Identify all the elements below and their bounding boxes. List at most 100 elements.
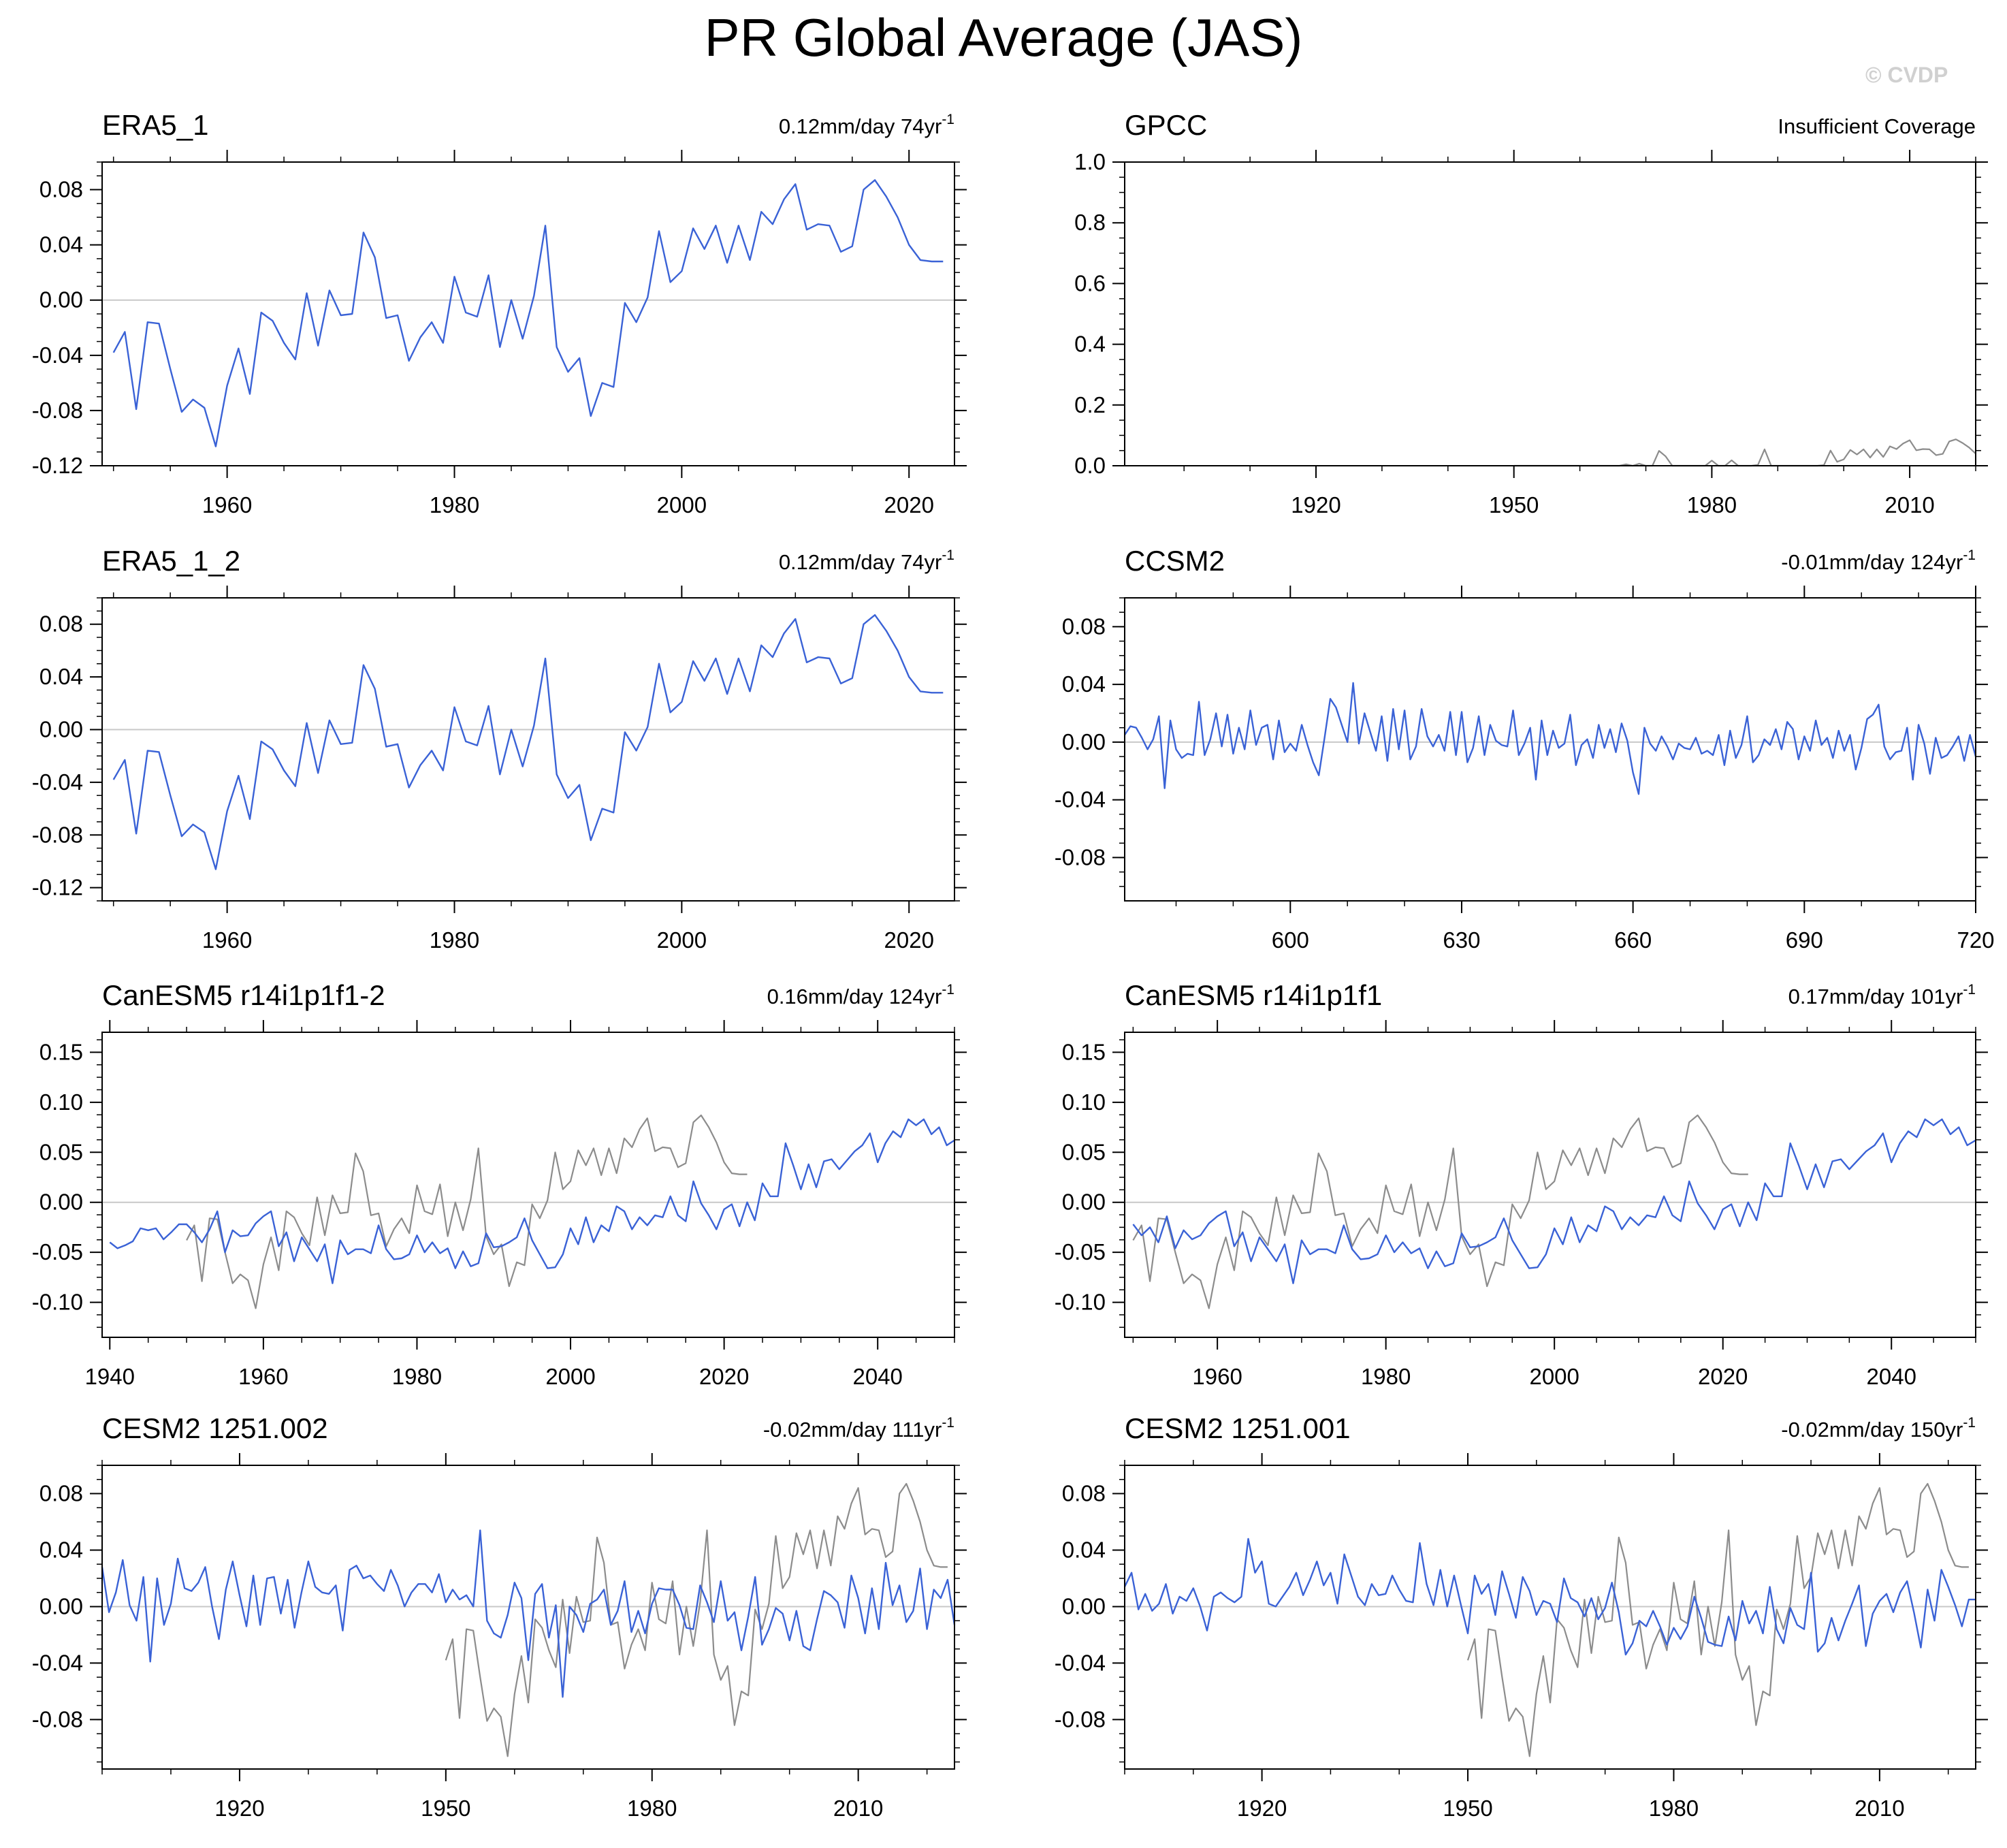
panel-title: ERA5_1_2 [102, 545, 240, 577]
y-tick-label: 0.00 [1062, 1190, 1106, 1215]
x-tick-label: 1920 [1237, 1796, 1287, 1821]
plot-frame [101, 1032, 955, 1338]
y-tick-label: -0.08 [32, 822, 83, 847]
x-tick-label: 1960 [238, 1364, 288, 1389]
x-tick-label: 2010 [1884, 492, 1934, 517]
x-tick-label: 1950 [1489, 492, 1539, 517]
trend-annotation: Insufficient Coverage [1778, 114, 1976, 138]
panel-title: CESM2 1251.001 [1125, 1412, 1351, 1444]
trend-text: -0.02mm/day 111yr [763, 1418, 942, 1441]
trend-annotation: 0.12mm/day 74yr-1 [779, 547, 954, 574]
trend-unit-superscript: -1 [942, 112, 954, 127]
panel-6: CanESM5 r14i1p1f1 0.17mm/day 101yr-1 1960 1… [1055, 979, 1988, 1389]
y-tick-label: 0.08 [39, 1480, 83, 1506]
y-tick-label: 0.10 [39, 1089, 83, 1115]
y-tick-label: 0.0 [1074, 453, 1106, 478]
series-line-era5-1 [1513, 439, 1976, 467]
x-tick-label: 2010 [833, 1796, 883, 1821]
panel-title: CESM2 1251.002 [102, 1412, 328, 1444]
series-line-cesm2-1251-001 [1123, 1538, 1976, 1656]
x-tick-label: 2010 [1855, 1796, 1904, 1821]
trend-unit-superscript: -1 [942, 547, 954, 563]
y-tick-label: 0.08 [1062, 614, 1106, 639]
y-tick-label: 0.15 [1062, 1039, 1106, 1064]
x-tick-label: 720 [1957, 927, 1994, 953]
x-tick-label: 630 [1443, 927, 1480, 953]
y-tick-label: 0.00 [39, 287, 83, 313]
y-tick-label: 0.04 [39, 232, 83, 257]
y-tick-label: -0.08 [32, 1706, 83, 1732]
y-tick-label: -0.08 [1055, 1706, 1106, 1732]
x-tick-label: 600 [1272, 927, 1309, 953]
panel-7: CESM2 1251.002 -0.02mm/day 111yr-1 1920 195… [32, 1412, 967, 1821]
panel-5: CanESM5 r14i1p1f1-2 0.16mm/day 124yr-1 194… [32, 979, 967, 1389]
y-tick-label: 0.00 [39, 716, 83, 742]
series-line-ccsm2 [1123, 682, 1977, 795]
y-tick-label: 0.4 [1074, 332, 1106, 357]
x-tick-label: 1960 [1192, 1364, 1242, 1389]
y-tick-label: -0.04 [32, 1650, 83, 1675]
series-line-era5-1-2 [112, 614, 944, 870]
x-tick-label: 1920 [1291, 492, 1340, 517]
x-tick-label: 1920 [214, 1796, 264, 1821]
panel-title: GPCC [1125, 109, 1207, 141]
trend-annotation: 0.12mm/day 74yr-1 [779, 112, 954, 138]
x-tick-label: 1980 [627, 1796, 677, 1821]
y-tick-label: 0.04 [1062, 671, 1106, 697]
trend-text: 0.12mm/day 74yr [779, 550, 942, 574]
y-tick-label: -0.10 [1055, 1290, 1106, 1315]
x-tick-label: 2000 [657, 927, 707, 953]
y-tick-label: 0.00 [1062, 1593, 1106, 1619]
trend-text: -0.01mm/day 124yr [1781, 550, 1963, 574]
trend-annotation: -0.02mm/day 111yr-1 [763, 1415, 954, 1441]
x-tick-label: 2000 [1529, 1364, 1579, 1389]
y-tick-label: 0.04 [39, 1537, 83, 1562]
plot-frame [101, 161, 955, 466]
plot-frame [101, 1465, 955, 1770]
y-tick-label: 0.00 [1062, 729, 1106, 754]
series-line-era5-1 [186, 1114, 748, 1309]
x-tick-label: 1980 [1361, 1364, 1411, 1389]
series-line-canesm5-r14i1p1f1-2 [109, 1118, 955, 1284]
trend-unit-superscript: -1 [1963, 1415, 1976, 1431]
y-tick-label: 0.08 [39, 177, 83, 202]
y-tick-label: -0.10 [32, 1290, 83, 1315]
y-tick-label: 0.6 [1074, 270, 1106, 296]
series-line-era5-1 [112, 179, 944, 447]
x-tick-label: 2020 [884, 492, 934, 517]
y-tick-label: 0.04 [1062, 1537, 1106, 1562]
panel-8: CESM2 1251.001 -0.02mm/day 150yr-1 1920 195… [1055, 1412, 1988, 1821]
x-tick-label: 2040 [852, 1364, 902, 1389]
x-tick-label: 1960 [202, 927, 252, 953]
trend-text: 0.17mm/day 101yr [1788, 985, 1963, 1008]
x-tick-label: 2020 [884, 927, 934, 953]
x-tick-label: 660 [1614, 927, 1652, 953]
trend-text: Insufficient Coverage [1778, 114, 1976, 138]
series-line-era5-1 [1466, 1482, 1969, 1757]
panel-3: ERA5_1_2 0.12mm/day 74yr-1 1960 1980 2000 202… [32, 545, 967, 953]
trend-unit-superscript: -1 [1963, 982, 1976, 998]
trend-annotation: 0.16mm/day 124yr-1 [767, 982, 954, 1008]
y-tick-label: -0.05 [1055, 1239, 1106, 1264]
panel-1: ERA5_1 0.12mm/day 74yr-1 1960 1980 2000 2020 -… [32, 109, 967, 517]
figure-title: PR Global Average (JAS) [704, 7, 1303, 67]
y-tick-label: -0.04 [1055, 787, 1106, 812]
x-tick-label: 2040 [1867, 1364, 1916, 1389]
series-line-era5-1 [445, 1482, 948, 1757]
series-line-era5-1 [1132, 1114, 1748, 1309]
x-tick-label: 1980 [1649, 1796, 1699, 1821]
trend-text: 0.12mm/day 74yr [779, 114, 942, 138]
series-line-cesm2-1251-002 [101, 1529, 956, 1698]
trend-unit-superscript: -1 [1963, 547, 1976, 563]
panel-4: CCSM2 -0.01mm/day 124yr-1 600 630 660 690 720 -… [1055, 545, 1995, 953]
y-tick-label: 0.8 [1074, 210, 1106, 235]
x-tick-label: 690 [1786, 927, 1823, 953]
trend-annotation: -0.01mm/day 124yr-1 [1781, 547, 1976, 574]
x-tick-label: 1980 [430, 492, 479, 517]
x-tick-label: 2020 [1698, 1364, 1748, 1389]
plot-frame [1124, 597, 1976, 902]
x-tick-label: 1950 [1443, 1796, 1492, 1821]
y-tick-label: -0.04 [32, 342, 83, 368]
x-tick-label: 1980 [392, 1364, 442, 1389]
y-tick-label: 1.0 [1074, 149, 1106, 174]
